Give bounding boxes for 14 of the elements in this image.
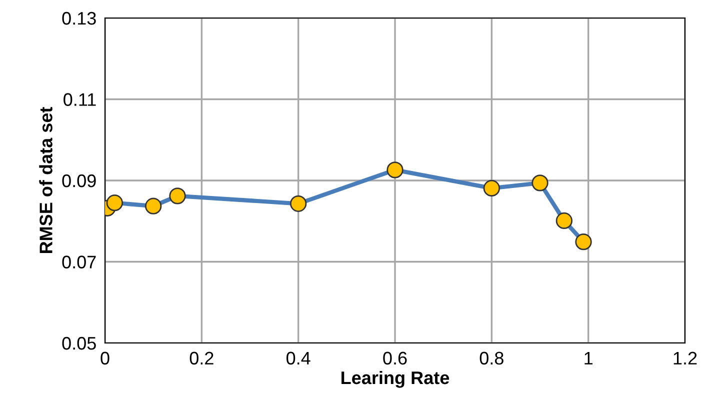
x-tick-label: 0 bbox=[100, 352, 110, 365]
y-tick-label: 0.09 bbox=[62, 174, 96, 188]
x-tick-label: 0.8 bbox=[480, 352, 504, 365]
y-tick-label: 0.11 bbox=[64, 93, 96, 106]
y-tick-label: 0.07 bbox=[62, 256, 96, 268]
y-axis-title: RMSE of data set bbox=[39, 106, 52, 254]
y-tick-label: 0.05 bbox=[62, 336, 96, 350]
x-tick-label: 1.2 bbox=[674, 352, 697, 364]
x-tick-label: 0.4 bbox=[286, 352, 310, 365]
x-tick-label: 1 bbox=[584, 352, 592, 364]
x-tick-label: 0.2 bbox=[190, 352, 214, 365]
x-axis-title: Learing Rate bbox=[342, 370, 450, 388]
x-tick-label: 0.6 bbox=[383, 352, 407, 365]
y-tick-label: 0.13 bbox=[62, 12, 96, 25]
